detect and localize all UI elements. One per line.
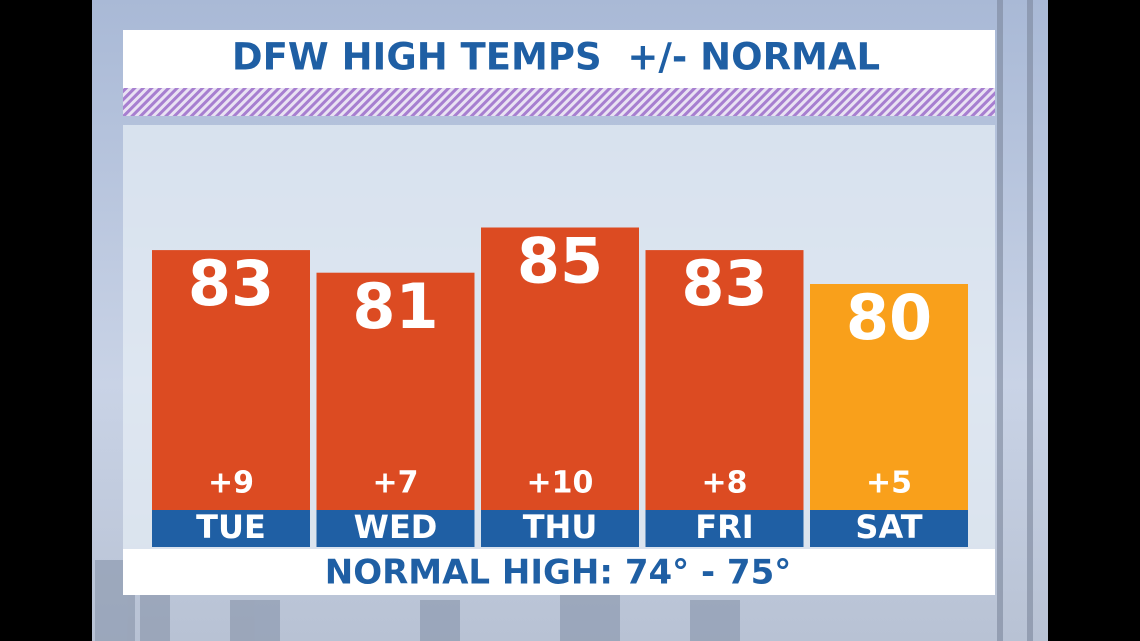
category-strip bbox=[481, 510, 639, 547]
chart-title: DFW HIGH TEMPS +/- NORMAL bbox=[232, 36, 880, 79]
x-tick-label: WED bbox=[354, 508, 438, 546]
category-strip bbox=[316, 510, 475, 547]
departure-label: +7 bbox=[372, 466, 418, 501]
value-label: 85 bbox=[517, 225, 603, 298]
x-tick-label: THU bbox=[523, 508, 598, 546]
bridge-pylon bbox=[997, 0, 1033, 641]
departure-label: +5 bbox=[866, 466, 912, 501]
category-strip bbox=[152, 510, 310, 547]
x-tick-label: SAT bbox=[855, 508, 922, 546]
value-label: 81 bbox=[352, 270, 438, 343]
footer: NORMAL HIGH: 74° - 75° bbox=[325, 553, 792, 593]
footer-panel bbox=[123, 549, 995, 595]
title-stripe bbox=[123, 88, 995, 116]
x-tick-label: TUE bbox=[196, 508, 266, 546]
bar bbox=[645, 250, 804, 510]
bar bbox=[152, 250, 310, 510]
category-strip bbox=[645, 510, 804, 547]
value-label: 83 bbox=[681, 247, 767, 320]
bar bbox=[316, 272, 475, 510]
category-strip bbox=[810, 510, 968, 547]
departure-label: +10 bbox=[527, 466, 594, 501]
x-tick-label: FRI bbox=[695, 508, 753, 546]
departure-label: +8 bbox=[701, 466, 747, 501]
bar bbox=[481, 227, 639, 510]
departure-label: +9 bbox=[208, 466, 254, 501]
title-panel bbox=[123, 30, 995, 88]
value-label: 80 bbox=[846, 281, 932, 354]
bar bbox=[810, 284, 968, 510]
value-label: 83 bbox=[188, 247, 274, 320]
